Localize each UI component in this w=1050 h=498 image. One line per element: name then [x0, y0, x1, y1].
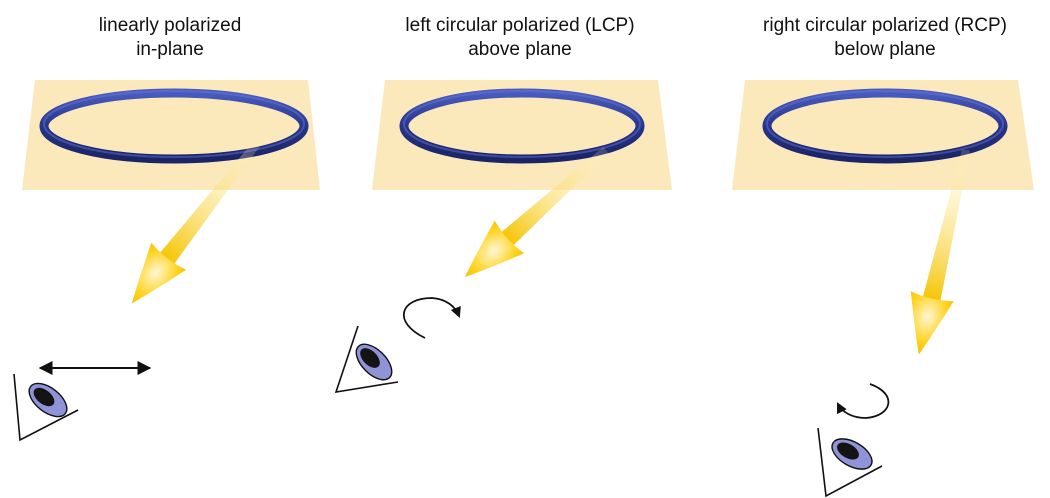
eye-icon: [14, 374, 78, 440]
panel-linear: [14, 80, 320, 440]
eye-icon: [336, 326, 398, 392]
rotation-arrow-icon: [404, 298, 459, 338]
panel-rcp: [732, 80, 1034, 496]
eye-icon: [818, 428, 882, 496]
rotation-arrow-icon: [838, 384, 888, 418]
panel-lcp: [336, 80, 672, 392]
